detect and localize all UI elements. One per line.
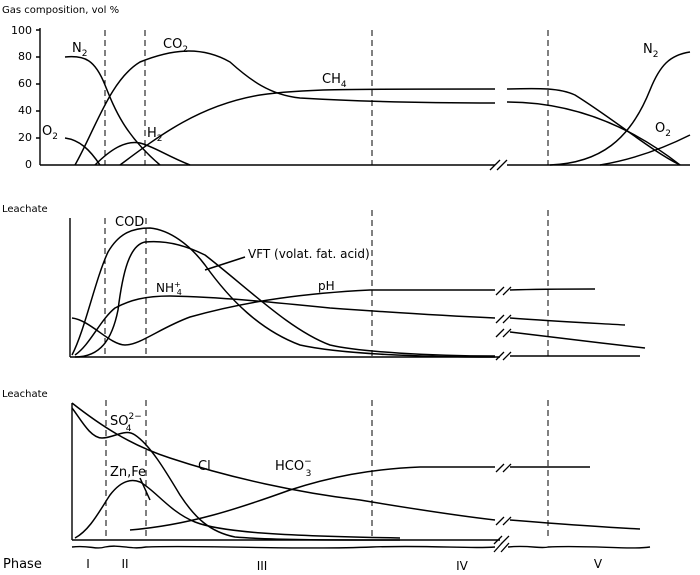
znfe-leader-line — [139, 477, 151, 501]
h2-curve — [94, 141, 191, 166]
gas-axis-break-mark — [489, 159, 508, 171]
co2-curve — [74, 50, 496, 166]
phase-axis-line — [71, 545, 651, 549]
nh4-label: NH+ 4 — [156, 280, 182, 297]
cl-curve-tail — [509, 519, 641, 530]
y-tick-60: 60 — [18, 77, 32, 90]
so4-curve — [71, 407, 401, 541]
o2-label-start: O2 — [42, 124, 58, 142]
n2-label-end: N2 — [643, 42, 658, 60]
vft-leader-line — [204, 256, 246, 271]
cl-label: Cl — [198, 459, 211, 474]
leachate-title-2: Leachate — [2, 389, 48, 400]
phase-label-i: I — [86, 557, 90, 571]
gas-composition-panel: Gas composition, vol % 100 80 60 40 20 0 — [2, 5, 691, 171]
leachate-title-1: Leachate — [2, 204, 48, 215]
vft-curve-tail — [509, 331, 646, 349]
ch4-label: CH4 — [322, 72, 347, 90]
n2-label-start: N2 — [72, 41, 87, 59]
so4-label: SO2− 4 — [110, 412, 142, 434]
o2-label-end: O2 — [655, 121, 671, 139]
cl-curve — [71, 402, 496, 521]
gas-y-axis-ticks: 100 80 60 40 20 0 — [11, 24, 32, 171]
phase-label-iii: III — [257, 559, 268, 573]
phase-axis: Phase I II III IV V — [3, 542, 651, 573]
ph-label: pH — [318, 279, 335, 293]
phase-axis-break-mark — [493, 542, 510, 553]
cod-label: COD — [115, 215, 144, 230]
ph-curve — [71, 289, 495, 346]
znfe-label: Zn,Fe — [110, 465, 146, 480]
hco3-label: HCO− 3 — [275, 457, 312, 479]
gas-composition-title: Gas composition, vol % — [2, 5, 119, 16]
y-tick-100: 100 — [11, 24, 32, 37]
h2-label: H2 — [147, 126, 163, 144]
y-tick-80: 80 — [18, 50, 32, 63]
nh4-curve-tail — [509, 317, 626, 326]
ph-curve-tail — [509, 288, 596, 291]
leachate-2-break-marks — [493, 463, 512, 545]
nh4-curve — [74, 295, 496, 356]
phase-label-v: V — [594, 557, 603, 571]
vft-label: VFT (volat. fat. acid) — [248, 247, 370, 261]
o2-curve-end — [599, 134, 691, 166]
phase-label-ii: II — [121, 557, 128, 571]
leachate-panel-2: Leachate SO2− 4 Zn,Fe Cl HCO− 3 — [2, 389, 641, 545]
znfe-curve — [74, 479, 401, 539]
leachate-1-break-marks — [495, 286, 512, 361]
n2-curve-end — [549, 51, 691, 166]
leachate-panel-1: Leachate COD VFT (volat. fat. acid) NH+ 4… — [2, 204, 646, 361]
ch4-curve — [119, 88, 496, 166]
phase-label-iv: IV — [456, 559, 469, 573]
phase-axis-label: Phase — [3, 557, 42, 572]
gas-phase-boundaries — [104, 30, 549, 165]
gas-y-axis-tick-marks — [36, 29, 40, 139]
y-tick-40: 40 — [18, 104, 32, 117]
cod-curve — [71, 227, 496, 358]
y-tick-0: 0 — [25, 158, 32, 171]
n2-curve-start — [64, 55, 161, 166]
y-tick-20: 20 — [18, 131, 32, 144]
hco3-curve — [129, 466, 495, 531]
vft-curve — [74, 240, 496, 358]
leachate-2-phase-boundaries — [105, 400, 549, 540]
co2-label: CO2 — [163, 37, 188, 55]
